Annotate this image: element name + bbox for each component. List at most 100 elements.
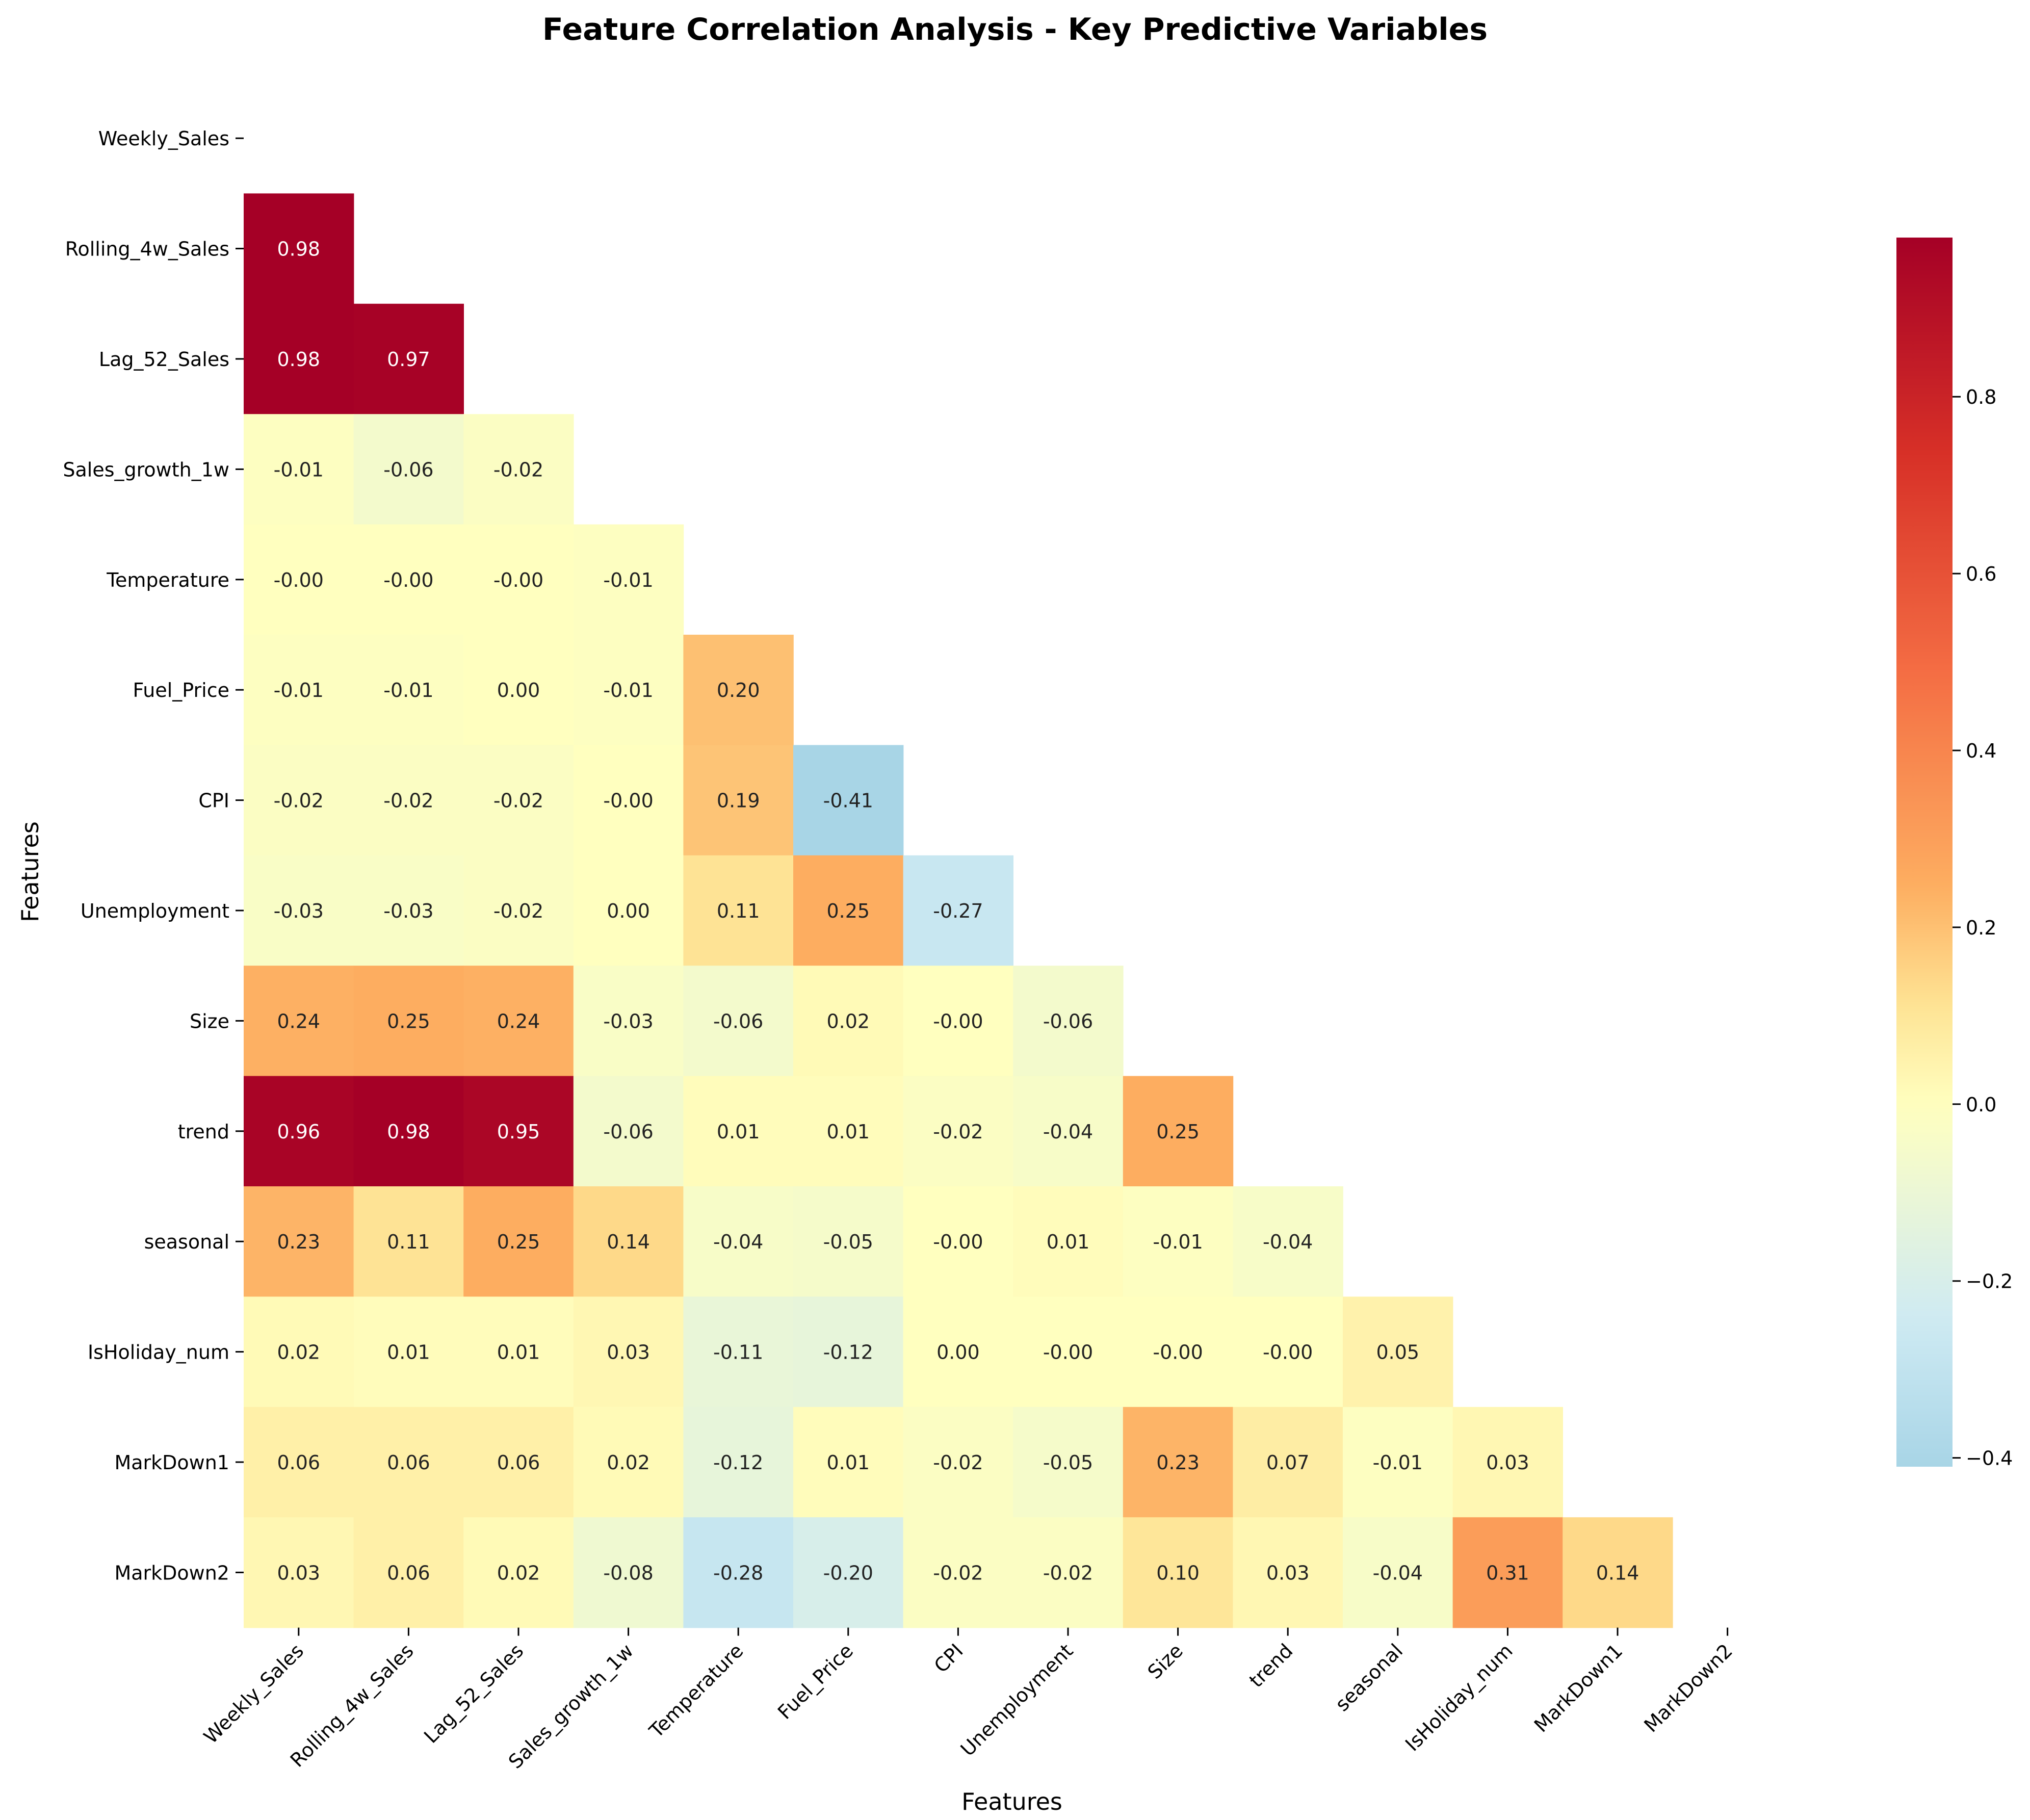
heatmap-cell <box>683 966 794 1077</box>
x-tick-label: CPI <box>930 1640 968 1677</box>
heatmap-cell <box>244 193 354 304</box>
y-tick-label: Sales_growth_1w <box>63 458 229 481</box>
cell-value-label: -0.00 <box>493 569 543 591</box>
heatmap-cell <box>683 635 794 746</box>
heatmap-cell <box>353 1517 464 1628</box>
cell-value-label: -0.08 <box>603 1562 653 1584</box>
cell-value-label: 0.97 <box>387 348 430 371</box>
heatmap-cell <box>1013 1076 1124 1187</box>
cell-value-label: 0.14 <box>607 1231 650 1253</box>
cell-value-label: -0.03 <box>383 900 433 922</box>
colorbar-tick-label: −0.4 <box>1966 1447 2013 1470</box>
heatmap-cell <box>793 1407 904 1518</box>
x-tick-label: MarkDown2 <box>1639 1640 1737 1737</box>
cell-value-label: 0.20 <box>717 679 760 701</box>
heatmap-cell <box>683 1076 794 1187</box>
heatmap-cell <box>903 1407 1013 1518</box>
heatmap-cell <box>463 524 574 635</box>
cell-value-label: 0.98 <box>277 348 320 371</box>
cell-value-label: -0.01 <box>1153 1231 1203 1253</box>
heatmap-cell <box>903 1076 1013 1187</box>
cell-value-label: -0.06 <box>603 1121 653 1143</box>
heatmap-cell <box>903 1186 1013 1297</box>
heatmap-cell <box>1343 1407 1453 1518</box>
cell-value-label: 0.01 <box>826 1451 870 1474</box>
x-tick-label: Temperature <box>645 1640 748 1743</box>
cell-value-label: -0.12 <box>823 1341 873 1364</box>
y-tick-label: MarkDown2 <box>114 1562 229 1584</box>
y-tick-labels: Weekly_Sales Rolling_4w_Sales Lag_52_Sales… <box>63 127 244 1584</box>
heatmap-cell <box>1123 1296 1234 1408</box>
heatmap-cell <box>353 303 464 414</box>
heatmap-cell <box>244 1296 354 1408</box>
cell-value-label: -0.04 <box>1043 1121 1093 1143</box>
cell-value-label: 0.01 <box>497 1341 540 1364</box>
cell-value-label: -0.01 <box>1373 1451 1423 1474</box>
x-tick-label: Lag_52_Sales <box>420 1640 528 1748</box>
cell-value-label: 0.19 <box>717 790 760 812</box>
cell-value-label: 0.31 <box>1486 1562 1529 1584</box>
cell-value-label: -0.02 <box>493 900 543 922</box>
cell-value-label: 0.03 <box>1266 1562 1310 1584</box>
cell-value-label: 0.02 <box>277 1341 320 1364</box>
heatmap-cell <box>353 1076 464 1187</box>
cell-value-label: 0.14 <box>1596 1562 1639 1584</box>
heatmap-cell <box>1123 1186 1234 1297</box>
heatmap-cell <box>903 966 1013 1077</box>
x-tick-label: Rolling_4w_Sales <box>286 1640 418 1772</box>
heatmap-cell <box>244 1517 354 1628</box>
x-tick-label: Fuel_Price <box>773 1640 857 1724</box>
heatmap-cell <box>353 1186 464 1297</box>
cell-value-label: 0.96 <box>277 1121 320 1143</box>
heatmap-cell <box>1233 1407 1343 1518</box>
heatmap-cell <box>793 966 904 1077</box>
cell-value-label: 0.03 <box>1486 1451 1529 1474</box>
heatmap-cell <box>1123 1076 1234 1187</box>
heatmap-cell <box>353 1407 464 1518</box>
heatmap-cell <box>463 1407 574 1518</box>
heatmap-cell <box>683 745 794 856</box>
heatmap-cell <box>463 1296 574 1408</box>
cell-value-label: 0.02 <box>607 1451 650 1474</box>
heatmap-cell <box>244 1186 354 1297</box>
cell-value-label: -0.03 <box>274 900 324 922</box>
heatmap-cell <box>793 855 904 966</box>
heatmap-cell <box>353 966 464 1077</box>
heatmap-cell <box>1013 1517 1124 1628</box>
heatmap-cell <box>683 855 794 966</box>
cell-value-label: 0.02 <box>497 1562 540 1584</box>
heatmap-cell <box>903 1296 1013 1408</box>
cell-value-label: -0.04 <box>1373 1562 1423 1584</box>
cell-value-label: -0.06 <box>1043 1010 1093 1032</box>
cell-value-label: -0.06 <box>383 458 433 481</box>
y-tick-label: Weekly_Sales <box>98 127 229 150</box>
heatmap-cell <box>353 745 464 856</box>
heatmap-cell <box>573 1076 684 1187</box>
heatmap-cell <box>353 855 464 966</box>
y-tick-label: Lag_52_Sales <box>99 348 229 371</box>
cell-value-label: 0.10 <box>1156 1562 1200 1584</box>
cell-value-label: 0.25 <box>387 1010 430 1032</box>
colorbar-tick-label: 0.2 <box>1966 917 1996 939</box>
cell-value-label: -0.04 <box>713 1231 763 1253</box>
cell-value-label: 0.98 <box>387 1121 430 1143</box>
cell-value-label: 0.25 <box>497 1231 540 1253</box>
heatmap-cell <box>1343 1296 1453 1408</box>
heatmap-cell <box>244 1076 354 1187</box>
y-tick-label: Rolling_4w_Sales <box>65 238 229 261</box>
cell-value-label: -0.20 <box>823 1562 873 1584</box>
heatmap-cell <box>353 524 464 635</box>
cell-value-label: -0.03 <box>603 1010 653 1032</box>
cell-value-label: 0.06 <box>387 1562 430 1584</box>
y-tick-label: Unemployment <box>81 900 229 922</box>
cell-value-label: 0.01 <box>717 1121 760 1143</box>
cell-value-label: 0.23 <box>1156 1451 1200 1474</box>
cell-value-label: -0.41 <box>823 790 873 812</box>
heatmap-cell <box>1452 1517 1563 1628</box>
heatmap-cells: 0.98 0.98 0.97 -0.01 -0.06 -0.02 -0.00 -0.00 -0.… <box>244 193 1673 1628</box>
x-tick-label: MarkDown1 <box>1530 1640 1627 1737</box>
heatmap-cell <box>244 414 354 525</box>
heatmap-cell <box>1123 1517 1234 1628</box>
heatmap-cell <box>1013 1407 1124 1518</box>
